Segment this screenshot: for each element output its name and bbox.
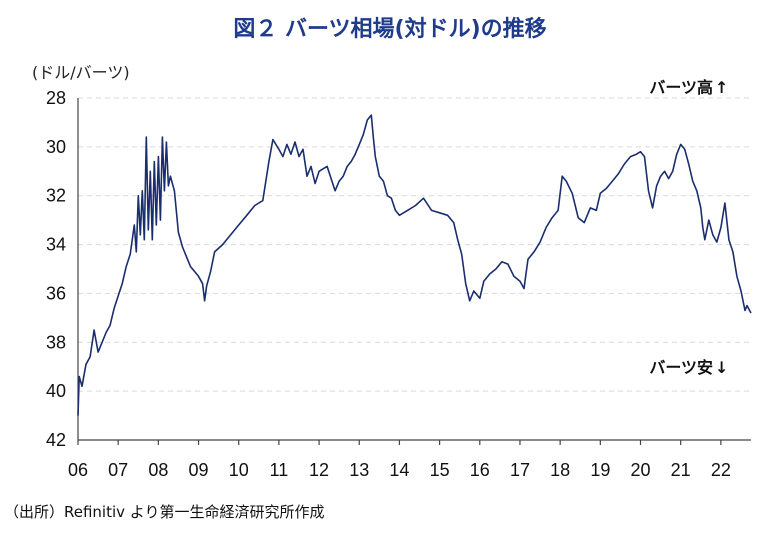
y-tick-label: 28 xyxy=(46,88,66,108)
y-axis-unit-label: (ドル/バーツ) xyxy=(32,63,130,82)
series-layer xyxy=(77,114,752,416)
x-tick-label: 09 xyxy=(189,460,209,480)
x-tick-label: 22 xyxy=(711,460,731,480)
x-tick-label: 10 xyxy=(229,460,249,480)
x-tick-label: 19 xyxy=(590,460,610,480)
down-arrow-icon: ↓ xyxy=(715,358,728,377)
x-tick-label: 21 xyxy=(671,460,691,480)
y-tick-label: 38 xyxy=(46,332,66,352)
x-tick-label: 16 xyxy=(470,460,490,480)
x-tick-label: 14 xyxy=(389,460,409,480)
x-tick-label: 15 xyxy=(430,460,450,480)
x-tick-label: 06 xyxy=(68,460,88,480)
y-tick-label: 32 xyxy=(46,186,66,206)
y-tick-label: 34 xyxy=(46,235,66,255)
source-note: （出所）Refinitiv より第一生命経済研究所作成 xyxy=(4,503,325,521)
y-tick-label: 40 xyxy=(46,381,66,401)
chart-title: 図２ バーツ相場(対ドル)の推移 xyxy=(233,16,546,42)
x-tick-label: 12 xyxy=(309,460,329,480)
x-tick-label: 07 xyxy=(108,460,128,480)
up-arrow-icon: ↑ xyxy=(715,78,728,97)
annotation-baht-weak-label: バーツ安 xyxy=(649,358,713,377)
x-tick-label: 08 xyxy=(148,460,168,480)
annotation-baht-strong-label: バーツ高 xyxy=(649,78,713,97)
axes xyxy=(77,98,751,441)
x-axis-ticks: 06 07 08 09 10 11 12 13 14 15 16 17 18 19 20 21 22 xyxy=(68,440,731,480)
annotation-baht-strong: バーツ高 ↑ xyxy=(649,78,728,97)
y-tick-label: 36 xyxy=(46,283,66,303)
series-line-thb-usd xyxy=(77,114,752,416)
x-tick-label: 13 xyxy=(349,460,369,480)
y-axis-ticks: 28 30 32 34 36 38 40 42 xyxy=(46,88,66,450)
y-tick-label: 42 xyxy=(46,430,66,450)
x-tick-label: 18 xyxy=(550,460,570,480)
gridlines xyxy=(78,97,751,392)
y-tick-label: 30 xyxy=(46,137,66,157)
x-tick-label: 11 xyxy=(270,460,289,480)
x-tick-label: 17 xyxy=(510,460,530,480)
x-tick-label: 20 xyxy=(630,460,650,480)
annotation-baht-weak: バーツ安 ↓ xyxy=(649,358,728,377)
